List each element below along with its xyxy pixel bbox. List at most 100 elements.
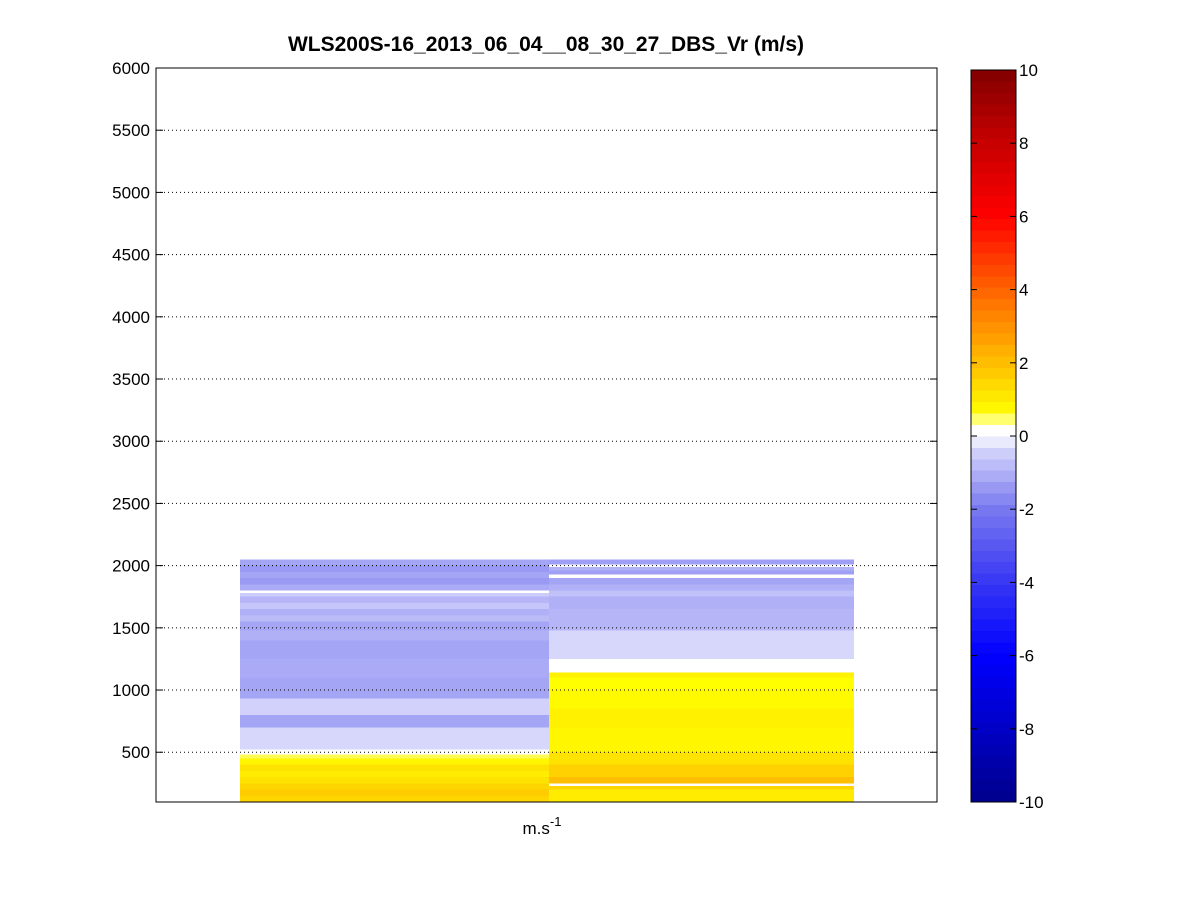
colorbar-tick-label: 6 (1019, 207, 1028, 226)
heatmap-cell (549, 609, 854, 631)
colorbar-swatch (971, 81, 1016, 94)
heatmap-cell (240, 698, 549, 715)
colorbar-swatch (971, 687, 1016, 700)
colorbar-tick-label: 4 (1019, 281, 1028, 300)
heatmap-cell (549, 566, 854, 571)
colorbar-swatch (971, 207, 1016, 220)
heatmap-cell (549, 596, 854, 610)
y-tick-label: 1500 (112, 619, 150, 638)
heatmap-cell (549, 590, 854, 597)
y-tick-label: 2000 (112, 557, 150, 576)
colorbar-tick-label: 8 (1019, 134, 1028, 153)
colorbar-swatch (971, 70, 1016, 82)
y-tick-label: 500 (122, 743, 150, 762)
colorbar-swatch (971, 378, 1016, 391)
heatmap-cell (549, 764, 854, 778)
colorbar-swatch (971, 733, 1016, 746)
x-axis-label-base: m.s (523, 819, 550, 838)
colorbar-swatch (971, 561, 1016, 574)
colorbar-swatch (971, 253, 1016, 265)
heatmap-cell (549, 708, 854, 728)
colorbar-swatch (971, 550, 1016, 563)
colorbar-swatch (971, 630, 1016, 643)
colorbar-swatch (971, 401, 1016, 414)
colorbar-swatch (971, 481, 1016, 494)
heatmap-cell (549, 574, 854, 579)
colorbar-swatch (971, 298, 1016, 311)
colorbar-swatch (971, 470, 1016, 483)
heatmap-cells (240, 559, 854, 802)
heatmap-cell (240, 602, 549, 610)
heatmap-cell (240, 789, 549, 796)
colorbar-tick-label: -2 (1019, 500, 1034, 519)
colorbar-swatch (971, 264, 1016, 277)
heatmap-cell (549, 564, 854, 567)
heatmap-cell (240, 584, 549, 591)
y-tick-label: 3500 (112, 370, 150, 389)
heatmap-cell (240, 677, 549, 699)
colorbar-swatch (971, 664, 1016, 677)
x-axis-label: m.s-1 (523, 814, 562, 838)
y-tick-label: 5500 (112, 121, 150, 140)
heatmap-cell (240, 621, 549, 631)
heatmap-cell (240, 565, 549, 572)
heatmap-cell (240, 795, 549, 802)
y-tick-label: 5000 (112, 183, 150, 202)
colorbar-swatch (971, 493, 1016, 506)
heatmap-cell (549, 752, 854, 765)
heatmap-cell (240, 754, 549, 759)
heatmap-cell (549, 630, 854, 659)
colorbar-tick-label: -4 (1019, 573, 1034, 592)
colorbar-swatch (971, 756, 1016, 769)
heatmap-cell (240, 596, 549, 603)
heatmap-cell (240, 764, 549, 771)
heatmap-cell (240, 758, 549, 765)
colorbar-tick-label: 0 (1019, 427, 1028, 446)
y-tick-label: 4500 (112, 246, 150, 265)
colorbar-swatch (971, 355, 1016, 368)
colorbar-swatch (971, 127, 1016, 140)
heatmap-cell (549, 783, 854, 786)
colorbar-swatch (971, 721, 1016, 734)
colorbar-ticks: -10 -8 -6 -4 -2 0 2 4 6 8 10 (971, 61, 1044, 812)
colorbar-swatch (971, 516, 1016, 528)
heatmap-cell (549, 789, 854, 802)
colorbar-swatch (971, 447, 1016, 460)
colorbar-swatch (971, 641, 1016, 654)
colorbar-swatch (971, 310, 1016, 323)
colorbar-swatch (971, 184, 1016, 197)
colorbar-swatch (971, 150, 1016, 162)
colorbar-swatch (971, 790, 1016, 803)
y-axis-ticks: 500 1000 1500 2000 2500 3000 3500 4000 4500 5000 5… (112, 59, 937, 762)
heatmap-cell (240, 727, 549, 750)
colorbar-swatch (971, 527, 1016, 540)
heatmap-cell (549, 777, 854, 784)
colorbar-swatch (971, 425, 1016, 436)
colorbar-swatch (971, 436, 1016, 448)
heatmap-cell (240, 783, 549, 790)
colorbar-swatch (971, 195, 1016, 208)
colorbar-swatch (971, 344, 1016, 357)
colorbar-swatch (971, 287, 1016, 300)
colorbar-swatch (971, 161, 1016, 174)
colorbar-swatch (971, 241, 1016, 254)
colorbar-swatch (971, 767, 1016, 780)
colorbar-swatch (971, 413, 1016, 425)
heatmap-cell (549, 658, 854, 673)
y-tick-label: 4000 (112, 308, 150, 327)
y-tick-label: 2500 (112, 494, 150, 513)
y-tick-label: 3000 (112, 432, 150, 451)
colorbar-swatch (971, 573, 1016, 586)
colorbar-swatch (971, 92, 1016, 105)
heatmap-cell (549, 584, 854, 591)
colorbar-tick-label: -10 (1019, 793, 1044, 812)
colorbar-swatch (971, 458, 1016, 471)
colorbar-swatch (971, 779, 1016, 791)
heatmap-cell (549, 570, 854, 575)
heatmap-cell (549, 672, 854, 678)
heatmap-cell (549, 578, 854, 585)
x-axis-label-sup: -1 (550, 814, 562, 829)
colorbar-tick-label: -6 (1019, 647, 1034, 666)
heatmap-cell (549, 677, 854, 691)
